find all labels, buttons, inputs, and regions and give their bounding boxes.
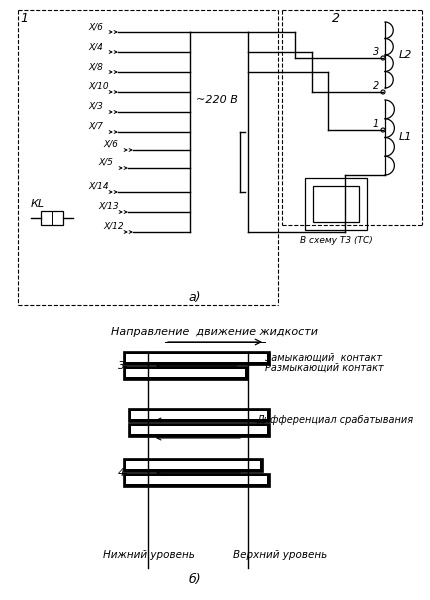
Bar — [123, 458, 262, 472]
Text: 2: 2 — [372, 81, 378, 91]
Text: 2: 2 — [331, 12, 339, 25]
Text: X/10: X/10 — [88, 82, 108, 91]
Text: X/7: X/7 — [88, 122, 103, 131]
Text: X/5: X/5 — [98, 158, 113, 167]
Text: L1: L1 — [398, 133, 412, 142]
Text: X/4: X/4 — [88, 42, 103, 51]
Text: 1: 1 — [372, 119, 378, 129]
Text: X/13: X/13 — [98, 202, 118, 211]
Text: Дифференциал срабатывания: Дифференциал срабатывания — [255, 415, 412, 425]
Bar — [123, 366, 247, 380]
Text: КL: КL — [31, 199, 45, 209]
Text: 4: 4 — [118, 468, 125, 478]
Bar — [126, 461, 259, 469]
Bar — [128, 408, 269, 422]
Text: 3: 3 — [372, 47, 378, 57]
Bar — [131, 426, 266, 434]
Bar — [312, 186, 358, 222]
Text: L2: L2 — [398, 50, 412, 60]
Text: Нижний уровень: Нижний уровень — [103, 550, 194, 560]
Bar — [126, 476, 266, 484]
Bar — [304, 178, 366, 230]
Bar — [126, 354, 266, 362]
Text: X/14: X/14 — [88, 182, 108, 191]
Text: X/8: X/8 — [88, 62, 103, 71]
Text: б): б) — [188, 574, 201, 586]
Text: ~220 В: ~220 В — [196, 95, 237, 105]
Bar — [123, 473, 269, 487]
Text: X/6: X/6 — [103, 140, 117, 149]
Text: X/3: X/3 — [88, 102, 103, 111]
Text: Верхний уровень: Верхний уровень — [233, 550, 326, 560]
Text: X/12: X/12 — [103, 222, 123, 231]
Text: 1: 1 — [20, 12, 28, 25]
Text: Направление  движение жидкости: Направление движение жидкости — [111, 327, 318, 337]
Bar — [128, 423, 269, 437]
Text: 3: 3 — [118, 361, 125, 371]
Bar — [126, 369, 244, 377]
Text: а): а) — [188, 292, 201, 304]
Text: В схему Т3 (ТС): В схему Т3 (ТС) — [299, 236, 372, 245]
Bar — [41, 211, 63, 225]
Bar — [123, 351, 269, 365]
Text: X/6: X/6 — [88, 22, 103, 31]
Text: Размыкающий контакт: Размыкающий контакт — [264, 363, 383, 373]
Bar — [131, 411, 266, 419]
Text: Замыкающий  контакт: Замыкающий контакт — [264, 353, 381, 363]
